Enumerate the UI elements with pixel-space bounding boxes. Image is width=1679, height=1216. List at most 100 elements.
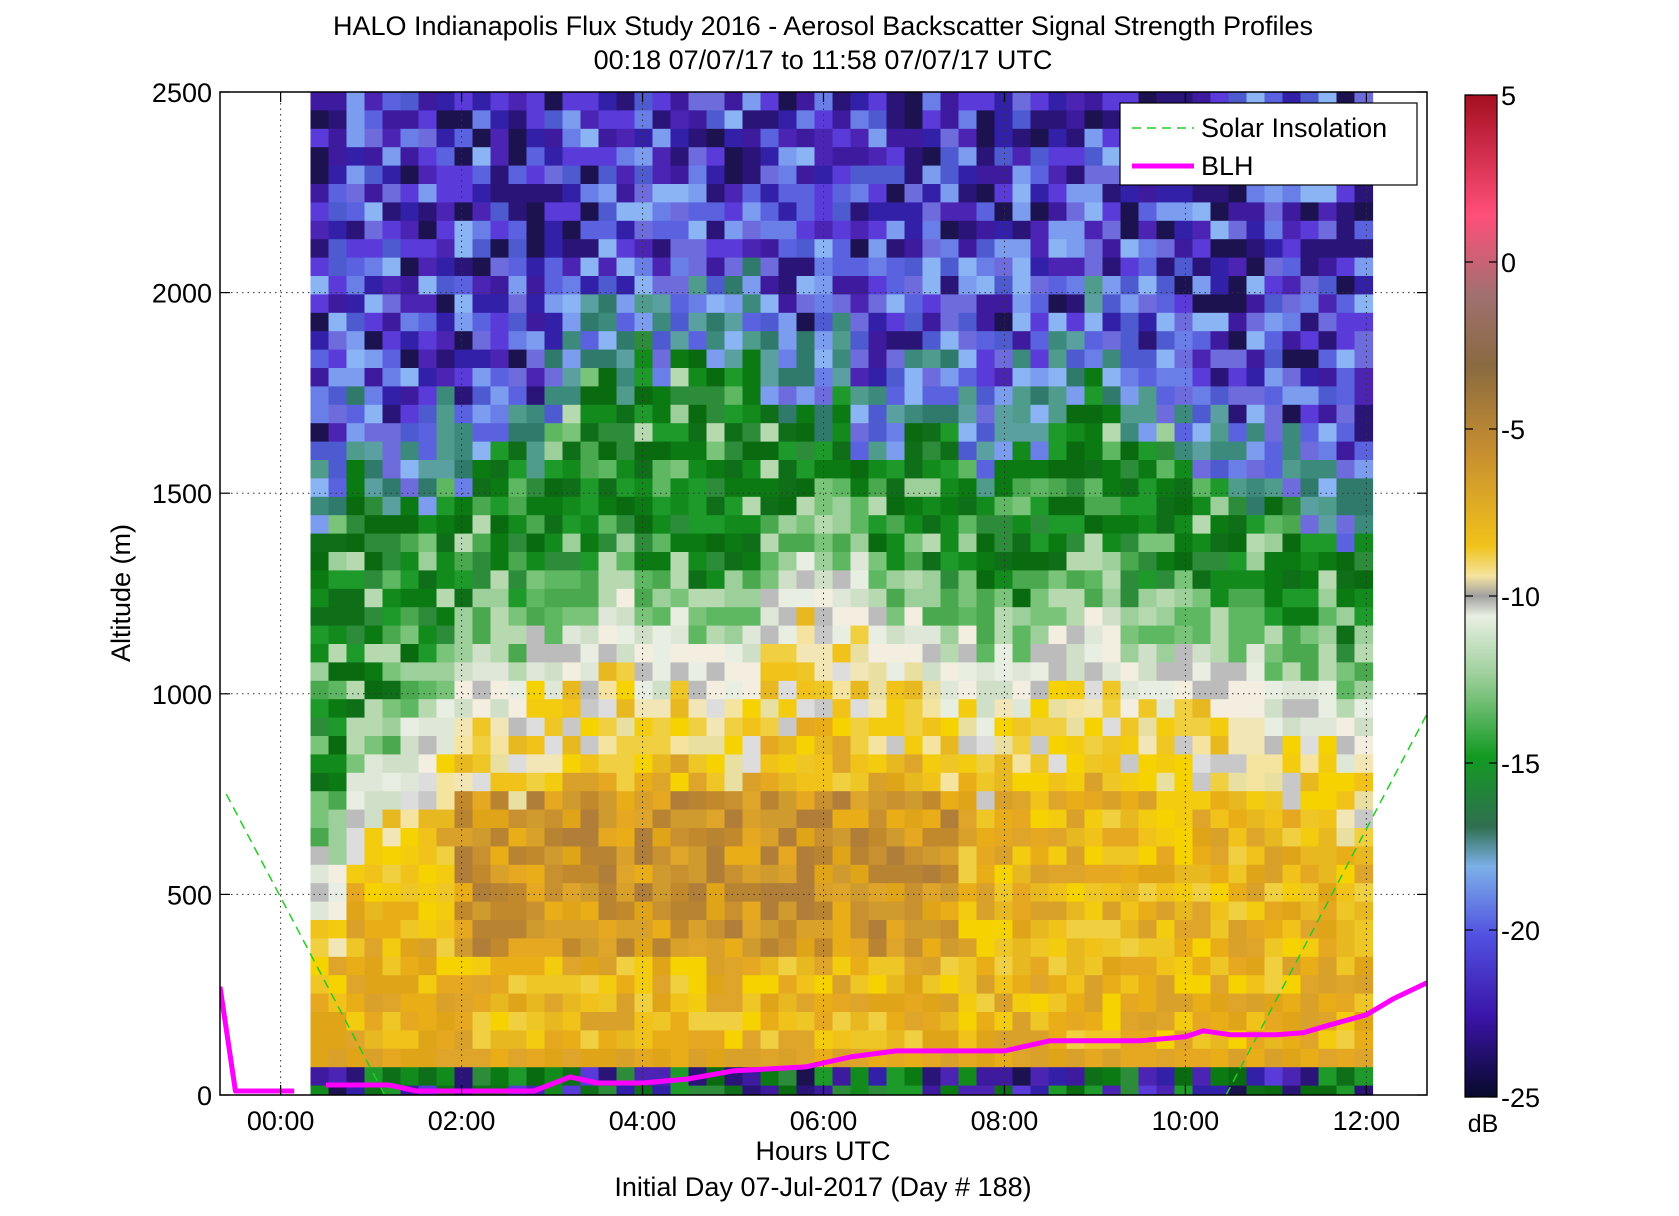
- heatmap-cell: [976, 1067, 996, 1087]
- heatmap-cell: [976, 754, 996, 774]
- heatmap-cell: [1282, 404, 1302, 424]
- heatmap-cell: [1264, 699, 1284, 719]
- heatmap-cell: [634, 128, 654, 148]
- colorbar-tick-label: -10: [1501, 582, 1540, 612]
- heatmap-cell: [1120, 607, 1140, 627]
- heatmap-cell: [400, 644, 420, 663]
- heatmap-cell: [1048, 202, 1068, 222]
- heatmap-cell: [994, 128, 1014, 148]
- heatmap-cell: [670, 717, 690, 737]
- colorbar-tick-label: -25: [1501, 1083, 1540, 1113]
- heatmap-cell: [778, 883, 798, 903]
- heatmap-cell: [580, 864, 600, 884]
- heatmap-cell: [652, 202, 672, 222]
- heatmap-cell: [994, 239, 1014, 259]
- heatmap-cell: [1282, 478, 1302, 498]
- heatmap-cell: [1210, 680, 1230, 700]
- heatmap-cell: [1138, 736, 1158, 755]
- heatmap-cell: [508, 533, 528, 553]
- heatmap-cell: [1318, 257, 1338, 277]
- heatmap-cell: [670, 92, 690, 111]
- heatmap-cell: [1066, 147, 1086, 167]
- heatmap-cell: [904, 699, 924, 719]
- heatmap-cell: [796, 110, 816, 130]
- heatmap-cell: [958, 680, 978, 700]
- heatmap-cell: [418, 938, 438, 958]
- heatmap-cell: [382, 699, 402, 719]
- heatmap-cell: [1228, 1067, 1248, 1087]
- heatmap-cell: [364, 699, 384, 719]
- heatmap-cell: [976, 239, 996, 259]
- heatmap-cell: [850, 736, 870, 755]
- heatmap-cell: [796, 368, 816, 387]
- heatmap-cell: [940, 864, 960, 884]
- heatmap-cell: [796, 441, 816, 461]
- heatmap-cell: [724, 423, 744, 443]
- heatmap-cell: [418, 588, 438, 608]
- heatmap-cell: [634, 901, 654, 921]
- heatmap-cell: [364, 644, 384, 663]
- heatmap-cell: [1138, 331, 1158, 351]
- heatmap-cell: [688, 92, 708, 111]
- heatmap-cell: [580, 312, 600, 332]
- heatmap-cell: [490, 533, 510, 553]
- heatmap-cell: [1138, 1085, 1158, 1095]
- heatmap-cell: [1228, 276, 1248, 295]
- heatmap-cell: [562, 460, 582, 479]
- heatmap-cell: [400, 184, 420, 203]
- heatmap-cell: [904, 239, 924, 259]
- heatmap-cell: [1030, 846, 1050, 866]
- heatmap-cell: [400, 1030, 420, 1050]
- heatmap-cell: [1246, 202, 1266, 222]
- heatmap-cell: [886, 680, 906, 700]
- heatmap-cell: [634, 828, 654, 847]
- heatmap-cell: [616, 349, 636, 369]
- heatmap-cell: [328, 588, 348, 608]
- heatmap-cell: [580, 533, 600, 553]
- heatmap-cell: [886, 1012, 906, 1031]
- x-tick-label: 08:00: [971, 1106, 1039, 1136]
- heatmap-cell: [1300, 312, 1320, 332]
- heatmap-cell: [1120, 864, 1140, 884]
- heatmap-cell: [598, 92, 618, 111]
- heatmap-cell: [670, 460, 690, 479]
- heatmap-cell: [796, 276, 816, 295]
- heatmap-cell: [1174, 184, 1194, 203]
- heatmap-cell: [886, 92, 906, 111]
- heatmap-cell: [796, 754, 816, 774]
- heatmap-cell: [652, 754, 672, 774]
- heatmap-cell: [598, 184, 618, 203]
- heatmap-cell: [868, 625, 888, 645]
- heatmap-cell: [778, 552, 798, 571]
- heatmap-cell: [814, 828, 834, 847]
- heatmap-cell: [868, 368, 888, 387]
- heatmap-cell: [976, 975, 996, 995]
- heatmap-cell: [382, 1085, 402, 1095]
- heatmap-cell: [436, 864, 456, 884]
- heatmap-cell: [562, 533, 582, 553]
- heatmap-cell: [454, 1012, 474, 1031]
- heatmap-cell: [670, 441, 690, 461]
- heatmap-cell: [868, 312, 888, 332]
- heatmap-cell: [652, 147, 672, 167]
- heatmap-cell: [310, 588, 330, 608]
- heatmap-cell: [922, 496, 942, 516]
- heatmap-cell: [886, 754, 906, 774]
- heatmap-cell: [1264, 791, 1284, 811]
- heatmap-cell: [1210, 993, 1230, 1013]
- heatmap-cell: [490, 662, 510, 682]
- heatmap-cell: [778, 533, 798, 553]
- heatmap-cell: [490, 680, 510, 700]
- heatmap-cell: [832, 460, 852, 479]
- heatmap-cell: [1210, 736, 1230, 755]
- heatmap-cell: [1030, 368, 1050, 387]
- heatmap-cell: [904, 901, 924, 921]
- heatmap-cell: [1228, 625, 1248, 645]
- heatmap-cell: [760, 349, 780, 369]
- heatmap-cell: [1102, 110, 1122, 130]
- heatmap-cell: [1192, 1085, 1212, 1095]
- heatmap-cell: [436, 1012, 456, 1031]
- heatmap-cell: [1318, 717, 1338, 737]
- heatmap-cell: [580, 202, 600, 222]
- heatmap-cell: [1138, 809, 1158, 829]
